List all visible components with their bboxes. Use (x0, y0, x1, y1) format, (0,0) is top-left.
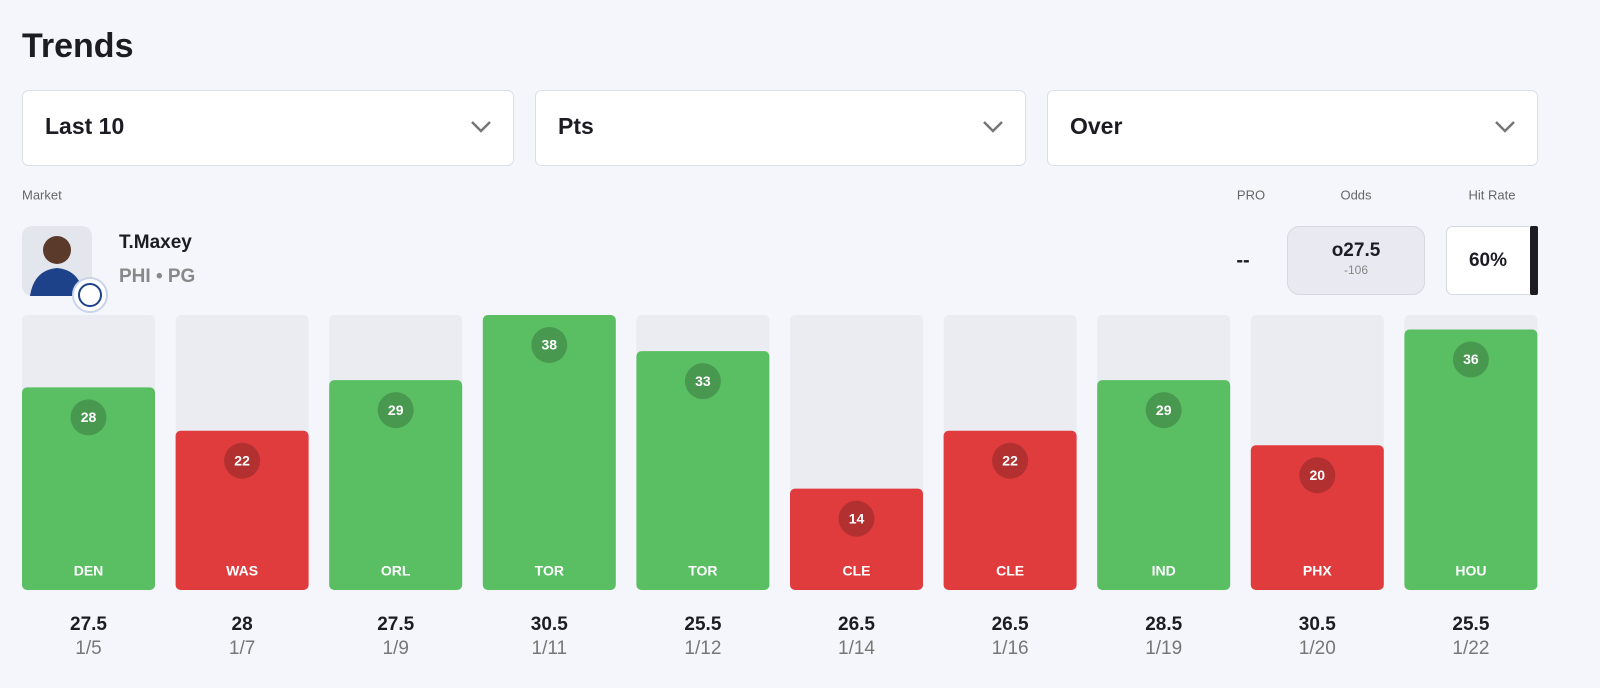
value-label: 20 (1310, 467, 1326, 483)
opponent-label: DEN (74, 563, 104, 579)
opponent-label: IND (1152, 563, 1176, 579)
filter[interactable]: Over (1047, 90, 1538, 166)
value-label: 22 (234, 452, 250, 468)
line-label: 26.5 (838, 614, 875, 635)
date-label: 1/11 (532, 638, 568, 659)
line-label: 26.5 (992, 614, 1029, 635)
date-label: 1/14 (838, 638, 875, 659)
value-label: 38 (542, 337, 558, 353)
value-label: 33 (695, 373, 711, 389)
opponent-label: CLE (843, 563, 871, 579)
value-badge (531, 327, 568, 363)
bar (636, 351, 770, 590)
player-name: T.Maxey (119, 232, 192, 253)
title: Trends (22, 27, 133, 65)
bar (175, 430, 309, 590)
filter-label[interactable]: Over (1070, 113, 1122, 139)
chevron (471, 121, 491, 133)
date-label: 1/19 (1145, 638, 1182, 659)
bar (943, 430, 1077, 590)
opponent-label: WAS (226, 563, 258, 579)
bar (482, 315, 616, 590)
value-badge (377, 392, 414, 429)
player-team: PHI • PG (119, 266, 195, 287)
value-badge (224, 442, 261, 479)
avatar-head (43, 236, 71, 264)
value-label: 14 (849, 510, 865, 526)
team-logo (72, 277, 108, 313)
filter-box[interactable] (535, 90, 1026, 166)
value-badge (1452, 341, 1489, 378)
value-badge (1145, 392, 1182, 429)
avatar (22, 226, 108, 313)
value-label: 29 (1156, 402, 1172, 418)
bar (329, 380, 463, 590)
value-label: 28 (81, 409, 97, 425)
line-label: 28 (232, 614, 253, 635)
odds-box[interactable] (1287, 226, 1425, 295)
date-label: 1/7 (229, 638, 255, 659)
value-label: 36 (1463, 351, 1479, 367)
date-label: 1/5 (75, 638, 101, 659)
chevron (983, 121, 1003, 133)
opponent-label: PHX (1303, 563, 1332, 579)
column-label: Hit Rate (1469, 187, 1516, 202)
odds-price: -106 (1344, 263, 1368, 277)
market-label: Market (22, 187, 62, 202)
chevron (1495, 121, 1515, 133)
filter-box[interactable] (1047, 90, 1538, 166)
bar (1097, 380, 1231, 590)
value-badge (1299, 457, 1336, 494)
opponent-label: TOR (535, 563, 564, 579)
date-label: 1/20 (1299, 638, 1336, 659)
line-label: 25.5 (684, 614, 721, 635)
avatar-jersey (30, 268, 84, 296)
column-label: Odds (1340, 187, 1372, 202)
line-label: 28.5 (1145, 614, 1182, 635)
value-badge (992, 442, 1029, 479)
value-badge (684, 363, 721, 400)
opponent-label: TOR (688, 563, 717, 579)
value-label: 22 (1002, 452, 1018, 468)
value-badge (70, 399, 107, 436)
line-label: 27.5 (377, 614, 414, 635)
odds-line: o27.5 (1332, 240, 1381, 261)
value-label: 29 (388, 402, 404, 418)
date-label: 1/22 (1452, 638, 1489, 659)
filter-label[interactable]: Pts (558, 113, 594, 139)
column-label: PRO (1237, 187, 1265, 202)
date-label: 1/12 (684, 638, 721, 659)
line-label: 25.5 (1452, 614, 1489, 635)
hit-rate: 60% (1469, 250, 1507, 271)
hit-rate-accent (1530, 226, 1538, 295)
date-label: 1/16 (992, 638, 1029, 659)
line-label: 30.5 (1299, 614, 1336, 635)
pro-value: -- (1236, 249, 1249, 271)
bar (22, 387, 155, 590)
filter-box[interactable] (22, 90, 514, 166)
opponent-label: HOU (1455, 563, 1486, 579)
filter[interactable]: Pts (535, 90, 1026, 166)
chart: 28 DEN 27.5 1/5 22 WAS 28 1/7 29 ORL 27.5 1/9 38 TOR 3… (22, 315, 1538, 659)
line-label: 30.5 (531, 614, 568, 635)
filter[interactable]: Last 10 (22, 90, 514, 166)
filter-label[interactable]: Last 10 (45, 113, 124, 139)
bar (1250, 445, 1384, 590)
bar (1404, 329, 1538, 590)
team-logo-ring (78, 283, 102, 307)
opponent-label: ORL (381, 563, 411, 579)
bar (790, 488, 923, 590)
value-badge (838, 500, 875, 537)
opponent-label: CLE (996, 563, 1024, 579)
line-label: 27.5 (70, 614, 107, 635)
date-label: 1/9 (382, 638, 408, 659)
